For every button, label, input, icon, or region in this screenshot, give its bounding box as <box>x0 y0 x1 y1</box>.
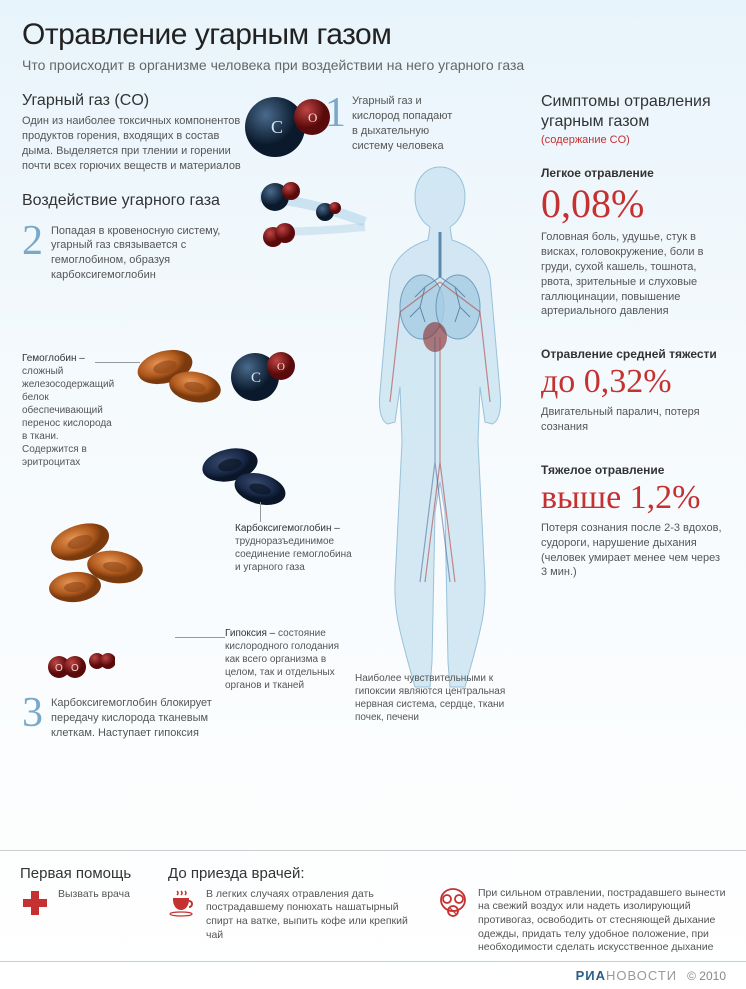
brand-post: НОВОСТИ <box>606 968 677 983</box>
level-severe: Тяжелое отравление выше 1,2% Потеря созн… <box>541 463 726 580</box>
level-val: выше 1,2% <box>541 481 726 515</box>
carboxy-cells-icon <box>190 437 300 522</box>
aid-col-3: При сильном отравлении, пострадавшего вы… <box>436 865 726 955</box>
step2-number: 2 <box>22 220 43 283</box>
level-mild: Легкое отравление 0,08% Головная боль, у… <box>541 166 726 319</box>
aid-h1: Первая помощь <box>20 865 150 882</box>
hemoglobin-callout: Гемоглобин – сложный железосодержащий бе… <box>22 352 117 469</box>
hemo-text: сложный железосодержащий белок обеспечив… <box>22 366 114 468</box>
level-val: до 0,32% <box>541 365 726 399</box>
level-desc: Головная боль, удушье, стук в висках, го… <box>541 230 726 319</box>
page-title: Отравление угарным газом <box>22 18 724 52</box>
blocked-cells-icon <box>35 512 165 627</box>
cup-icon <box>168 888 198 918</box>
symptoms-column: Симптомы отравления угарным газом (содер… <box>541 92 726 580</box>
step2-text: Попадая в кровеносную систему, угарный г… <box>51 220 261 283</box>
carbon-label: C <box>271 117 283 137</box>
annot-line <box>175 637 225 638</box>
level-desc: Потеря сознания после 2-3 вдохов, судоро… <box>541 521 726 580</box>
medical-cross-icon <box>20 888 50 918</box>
carboxy-title: Карбоксигемоглобин – <box>235 523 340 534</box>
header: Отравление угарным газом Что происходит … <box>0 0 746 82</box>
level-desc: Двигательный паралич, потеря сознания <box>541 405 726 435</box>
annot-line <box>260 502 261 522</box>
footer: РИАНОВОСТИ © 2010 <box>0 961 746 989</box>
co-molecule-mid-icon: C O <box>225 342 305 412</box>
step3-text: Карбоксигемоглобин блокирует передачу ки… <box>51 692 242 741</box>
carboxy-callout: Карбоксигемоглобин – трудноразъединимое … <box>235 522 355 574</box>
hemoglobin-cells-icon <box>130 337 230 422</box>
svg-text:C: C <box>251 370 261 386</box>
hypoxia-title: Гипоксия – <box>225 628 275 639</box>
level-h: Легкое отравление <box>541 166 726 180</box>
aid-text-3: При сильном отравлении, пострадавшего вы… <box>478 887 726 955</box>
carboxy-text: трудноразъединимое соединение гемоглобин… <box>235 536 352 573</box>
gasmask-icon <box>436 887 470 921</box>
step3-number: 3 <box>22 692 43 741</box>
brand-pre: РИА <box>576 968 606 983</box>
aid-h2: До приезда врачей: <box>168 865 418 882</box>
aid-text-1: Вызвать врача <box>58 888 130 902</box>
copyright: © 2010 <box>687 969 726 983</box>
aid-col-1: Первая помощь Вызвать врача <box>20 865 150 955</box>
svg-text:O: O <box>71 663 79 674</box>
level-moderate: Отравление средней тяжести до 0,32% Двиг… <box>541 347 726 435</box>
step3: 3 Карбоксигемоглобин блокирует передачу … <box>22 692 242 741</box>
aid-col-2: До приезда врачей: В легких случаях отра… <box>168 865 418 955</box>
level-h: Тяжелое отравление <box>541 463 726 477</box>
oxygen-label: O <box>308 110 317 125</box>
co-text: Один из наиболее токсичных компонентов п… <box>22 114 252 173</box>
level-h: Отравление средней тяжести <box>541 347 726 361</box>
molecules-flow-icon <box>255 177 375 272</box>
o2-molecules-icon: OO <box>45 647 115 692</box>
step1-number: 1 <box>325 92 346 153</box>
main-canvas: Угарный газ (CO) Один из наиболее токсич… <box>0 82 746 802</box>
hypoxia-callout: Гипоксия – состояние кислородного голода… <box>225 627 340 692</box>
step1: 1 Угарный газ и кислород попадают в дыха… <box>325 92 455 153</box>
level-val: 0,08% <box>541 184 726 224</box>
step1-text: Угарный газ и кислород попадают в дыхате… <box>352 92 455 153</box>
svg-text:O: O <box>55 663 63 674</box>
symptoms-sub: (содержание CO) <box>541 134 726 146</box>
svg-text:O: O <box>277 361 285 373</box>
hemo-title: Гемоглобин – <box>22 353 85 364</box>
symptoms-title: Симптомы отравления угарным газом <box>541 92 726 132</box>
page-subtitle: Что происходит в организме человека при … <box>22 56 724 74</box>
aid-text-2: В легких случаях отравления дать пострад… <box>206 888 418 943</box>
first-aid-section: Первая помощь Вызвать врача До приезда в… <box>0 850 746 955</box>
sensitive-text: Наиболее чувствительными к гипоксии явля… <box>355 672 515 724</box>
